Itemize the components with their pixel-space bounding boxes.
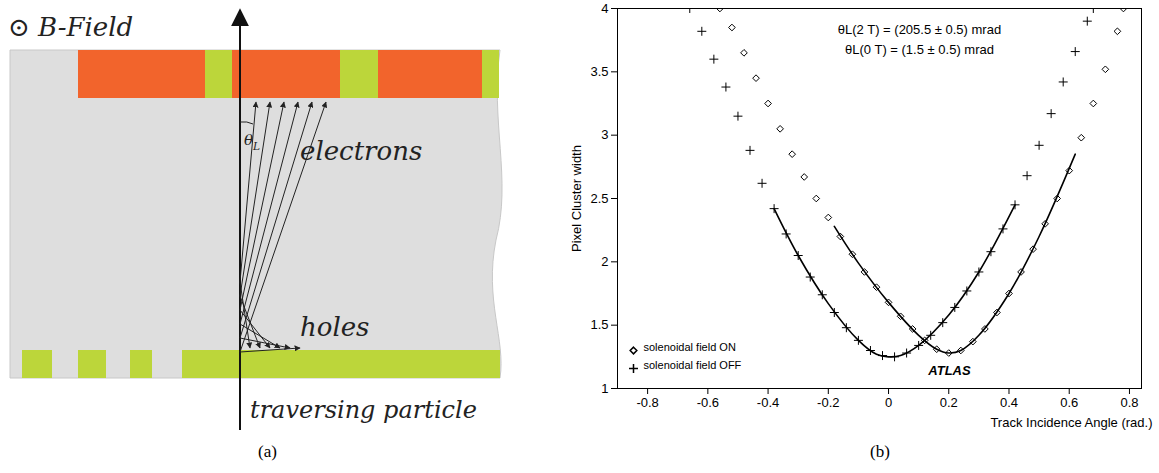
- svg-text:traversing particle: traversing particle: [250, 396, 477, 424]
- svg-text:⊙ B-Field: ⊙ B-Field: [8, 12, 133, 42]
- svg-text:ATLAS: ATLAS: [927, 363, 971, 378]
- svg-text:θL: θL: [244, 131, 260, 152]
- svg-text:solenoidal field ON: solenoidal field ON: [644, 341, 736, 353]
- svg-text:1: 1: [601, 381, 608, 396]
- svg-text:solenoidal field OFF: solenoidal field OFF: [644, 359, 742, 371]
- svg-text:θL(2 T) = (205.5 ± 0.5) mrad: θL(2 T) = (205.5 ± 0.5) mrad: [838, 22, 1001, 37]
- svg-text:2.5: 2.5: [590, 191, 608, 206]
- svg-text:-0.4: -0.4: [757, 395, 779, 410]
- svg-text:Track Incidence Angle (rad.): Track Incidence Angle (rad.): [990, 415, 1152, 430]
- svg-text:0.4: 0.4: [1000, 395, 1018, 410]
- html-text:(b): (b): [870, 442, 890, 461]
- svg-text:-0.8: -0.8: [636, 395, 658, 410]
- svg-text:2: 2: [601, 254, 608, 269]
- svg-text:-0.6: -0.6: [697, 395, 719, 410]
- svg-text:4: 4: [601, 1, 608, 16]
- html-text:(a): (a): [258, 442, 277, 461]
- svg-text:0.8: 0.8: [1120, 395, 1138, 410]
- svg-text:3.5: 3.5: [590, 64, 608, 79]
- svg-text:electrons: electrons: [300, 136, 422, 166]
- svg-text:0.2: 0.2: [940, 395, 958, 410]
- svg-text:Pixel Cluster width: Pixel Cluster width: [569, 145, 584, 252]
- svg-text:θL(0 T) = (1.5 ± 0.5) mrad: θL(0 T) = (1.5 ± 0.5) mrad: [845, 42, 994, 57]
- svg-text:3: 3: [601, 127, 608, 142]
- svg-text:-0.2: -0.2: [817, 395, 839, 410]
- svg-text:holes: holes: [300, 312, 369, 342]
- svg-text:1.5: 1.5: [590, 317, 608, 332]
- svg-text:0: 0: [885, 395, 892, 410]
- svg-text:0.6: 0.6: [1060, 395, 1078, 410]
